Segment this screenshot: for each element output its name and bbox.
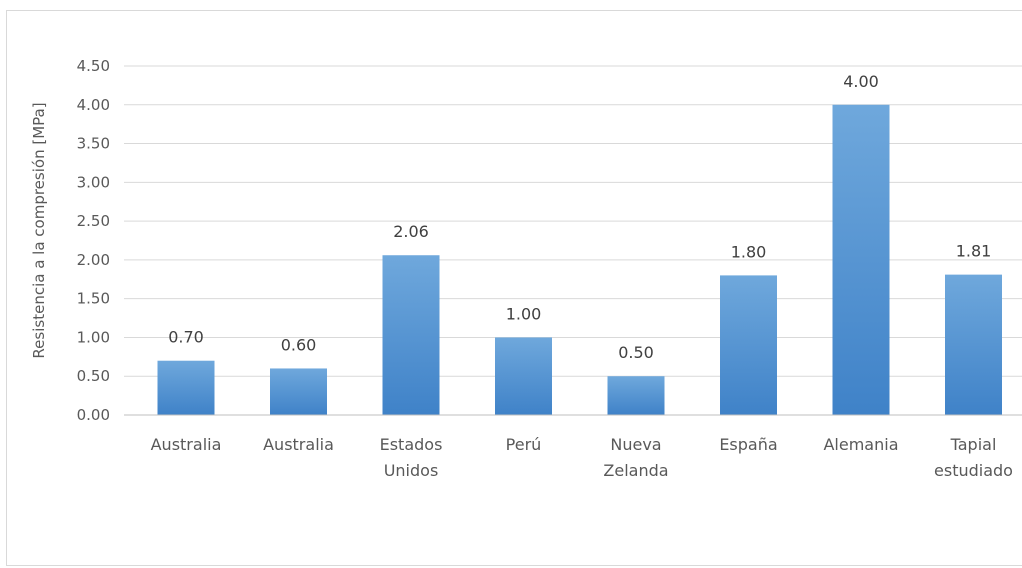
- data-label: 0.70: [168, 328, 204, 347]
- data-label: 1.80: [731, 242, 767, 261]
- category-label: Nueva Zelanda: [603, 435, 668, 480]
- bar: [495, 337, 552, 415]
- category-label: Tapial estudiado: [934, 435, 1013, 480]
- category-label: Australia: [263, 435, 334, 454]
- bar: [382, 255, 440, 415]
- data-label: 1.00: [506, 304, 542, 323]
- y-tick-label: 4.00: [77, 96, 110, 114]
- y-tick-label: 4.50: [77, 57, 110, 75]
- y-tick-label: 0.50: [77, 367, 110, 385]
- y-tick-label: 2.00: [77, 251, 110, 269]
- y-tick-label: 2.50: [77, 212, 110, 230]
- data-labels: 0.70 0.60 2.06 1.00 0.50 1.80 4.00 1.81: [168, 72, 991, 362]
- category-label: Australia: [151, 435, 222, 454]
- bars: [157, 104, 1002, 416]
- category-label: Alemania: [823, 435, 898, 454]
- bar: [945, 274, 1002, 415]
- bar: [832, 104, 890, 416]
- bar: [607, 376, 665, 415]
- data-label: 0.60: [281, 335, 317, 354]
- data-label: 1.81: [956, 242, 992, 261]
- y-axis-ticks: 0.00 0.50 1.00 1.50 2.00 2.50 3.00 3.50 4.00 4.50: [77, 57, 110, 424]
- data-label: 4.00: [843, 72, 879, 91]
- category-labels: Australia Australia Estados Unidos Perú Nueva…: [151, 435, 1013, 480]
- y-tick-label: 3.50: [77, 135, 110, 153]
- data-label: 0.50: [618, 343, 654, 362]
- data-label: 2.06: [393, 222, 429, 241]
- y-tick-label: 0.00: [77, 406, 110, 424]
- y-tick-label: 3.00: [77, 173, 110, 191]
- category-label: Perú: [506, 435, 542, 454]
- bar: [270, 368, 327, 415]
- bar: [157, 360, 215, 415]
- y-tick-label: 1.50: [77, 290, 110, 308]
- category-label: Estados Unidos: [380, 435, 443, 480]
- bar: [720, 275, 777, 415]
- category-label: España: [719, 435, 777, 454]
- y-axis-label: Resistencia a la compresión [MPa]: [30, 102, 48, 358]
- y-tick-label: 1.00: [77, 328, 110, 346]
